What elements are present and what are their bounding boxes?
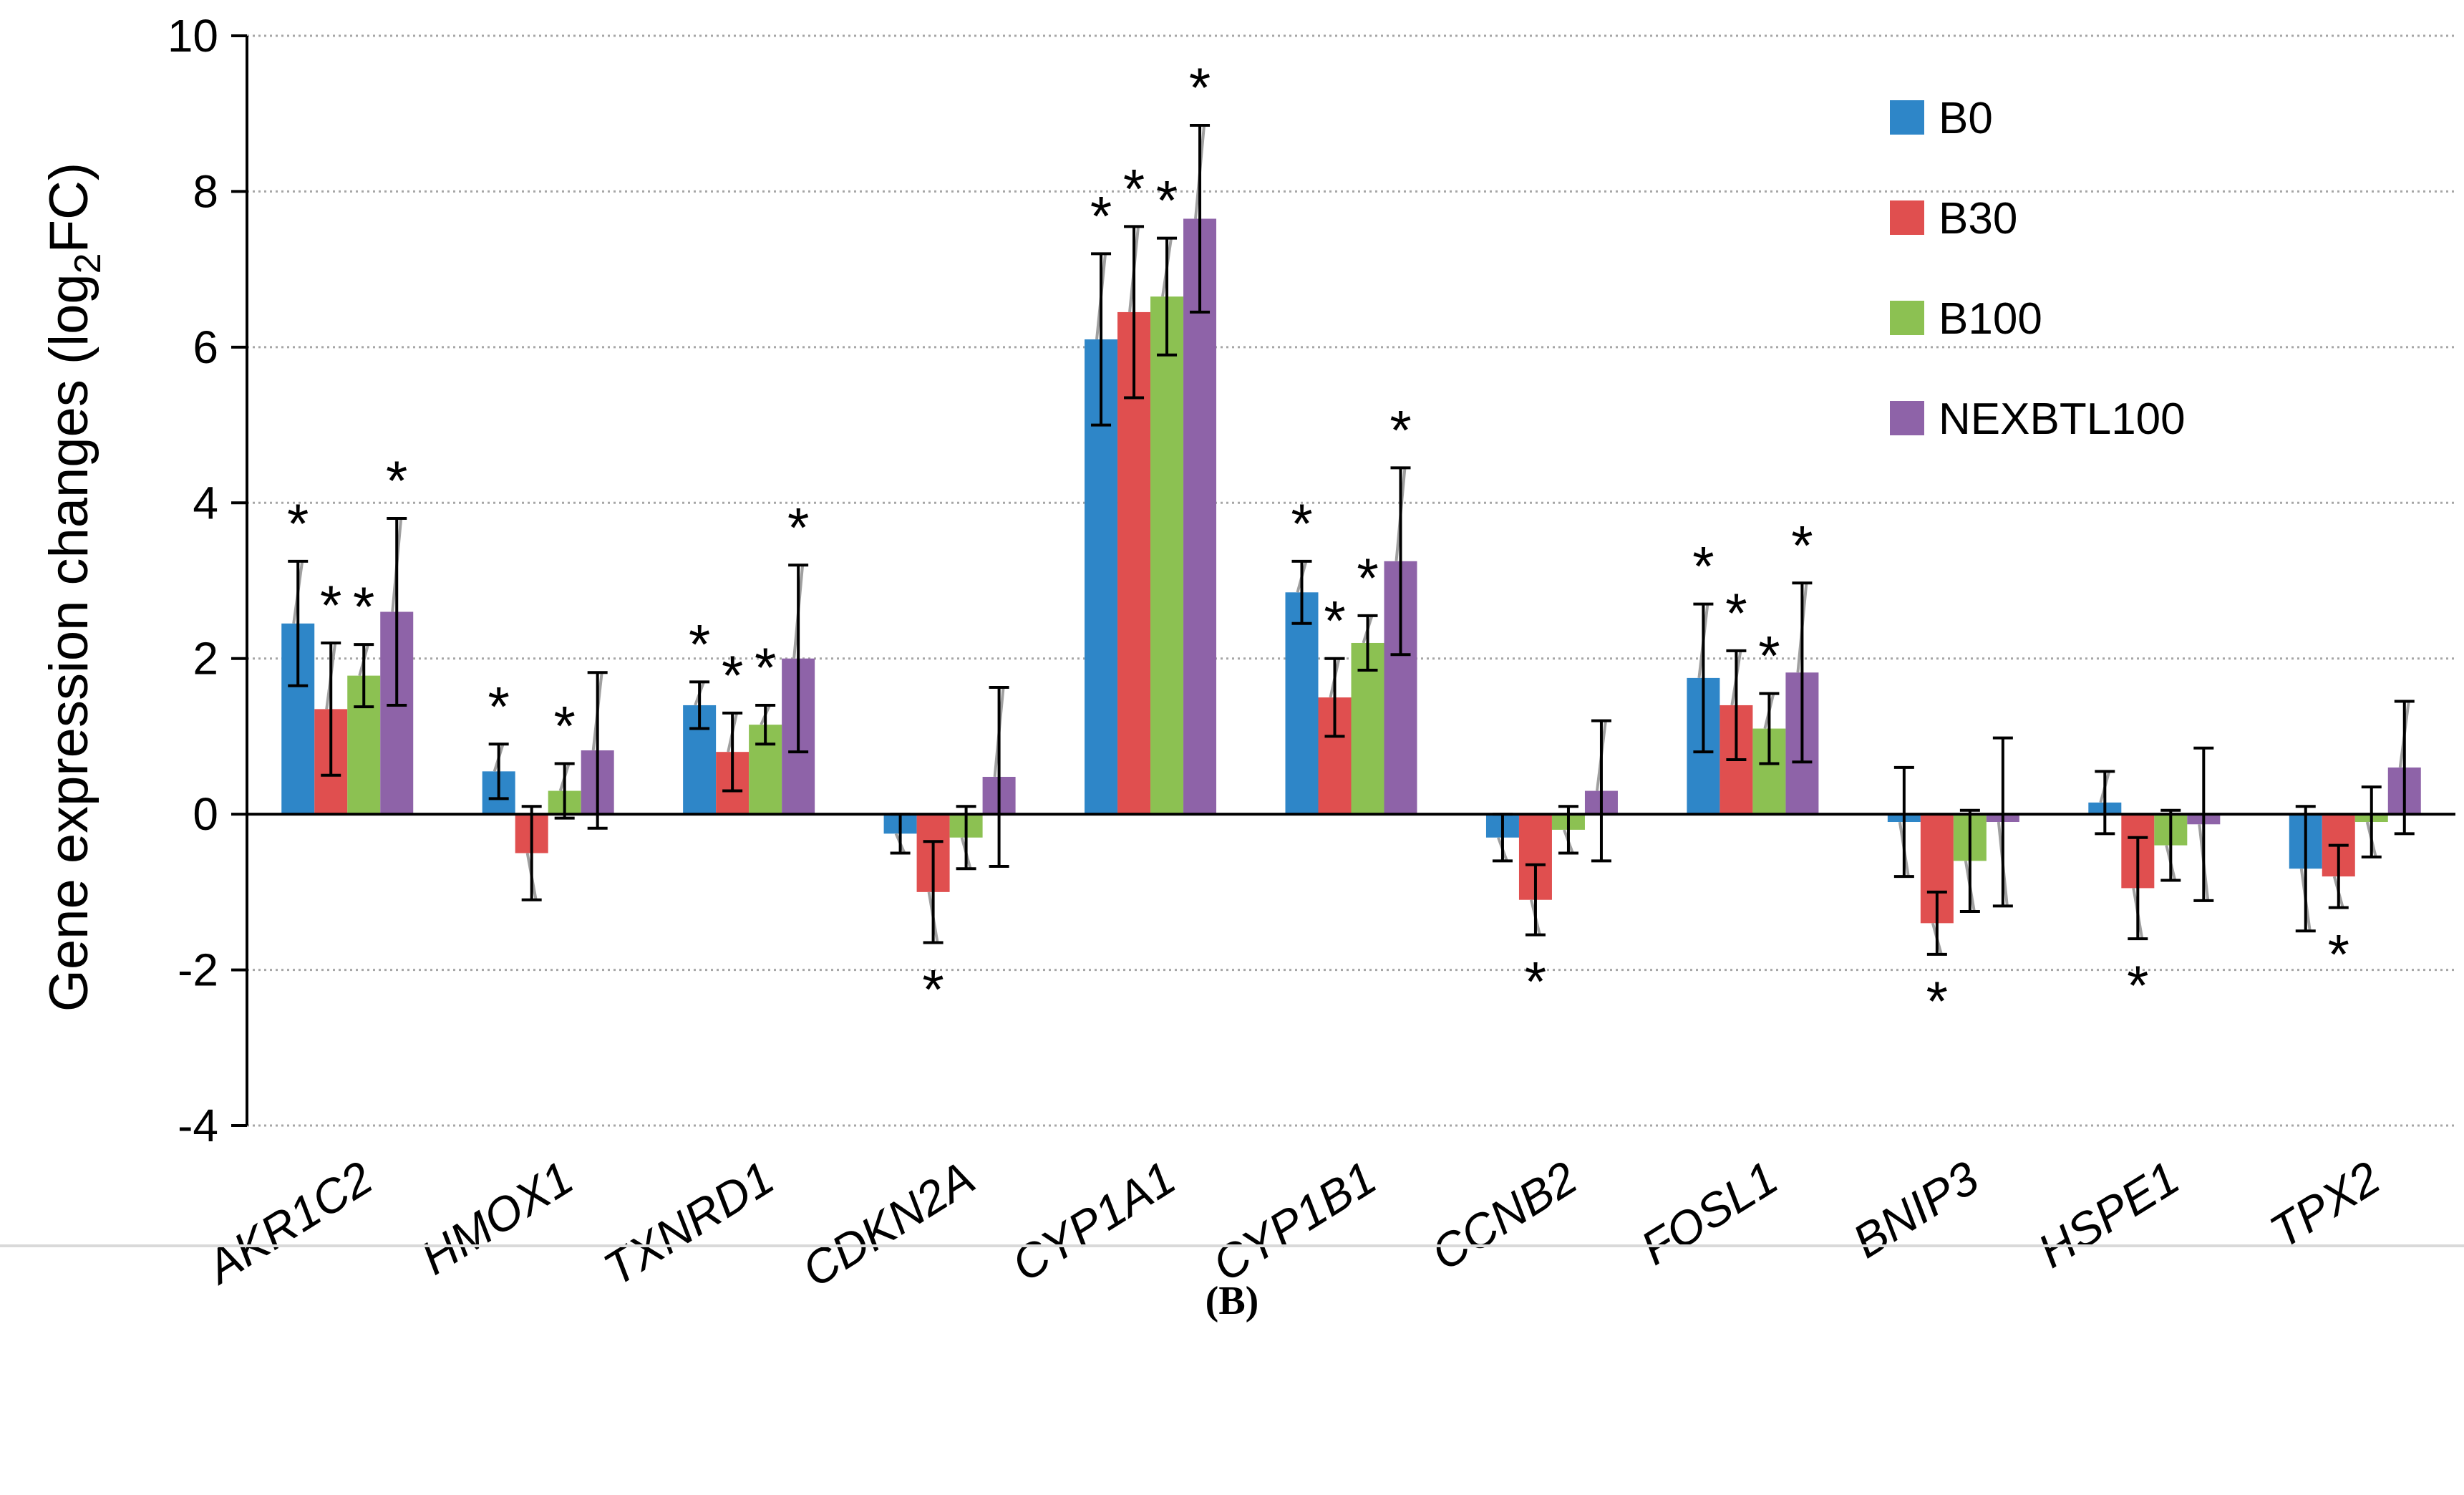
bar-b0-cyp1b1 <box>1285 592 1319 815</box>
x-tick-label-akr1c2: AKR1C2 <box>195 1151 381 1295</box>
legend-label-b0: B0 <box>1939 94 1993 143</box>
significance-star: * <box>1291 492 1312 555</box>
significance-star: * <box>1725 581 1747 644</box>
significance-star: * <box>1692 535 1714 598</box>
legend-swatch-nexbtl100 <box>1890 401 1924 435</box>
bars-layer: ** *** ** * **** * ************ * * <box>281 56 2421 1032</box>
legend-label-nexbtl100: NEXBTL100 <box>1939 395 2186 444</box>
x-tick-label-ccnb2: CCNB2 <box>1422 1151 1586 1280</box>
legend-label-b30: B30 <box>1939 194 2017 243</box>
significance-star: * <box>1123 157 1145 220</box>
significance-star: * <box>1926 969 1948 1032</box>
y-axis-title: Gene expression changes (log2FC) <box>39 163 109 1012</box>
significance-star: * <box>554 694 576 757</box>
x-tick-label-fosl1: FOSL1 <box>1631 1151 1787 1275</box>
significance-star: * <box>1189 56 1211 119</box>
significance-star: * <box>787 495 809 558</box>
significance-star: * <box>1791 513 1813 576</box>
significance-star: * <box>1156 169 1178 232</box>
x-tick-label-cyp1a1: CYP1A1 <box>1003 1151 1185 1292</box>
x-tick-label-tpx2: TPX2 <box>2261 1151 2389 1258</box>
y-axis-title-subscript: 2 <box>67 253 109 274</box>
grid-layer <box>247 34 2455 1127</box>
y-tick-label: 6 <box>193 321 218 373</box>
y-tick-label: 8 <box>193 165 218 217</box>
legend-label-b100: B100 <box>1939 294 2042 344</box>
bar-nexbtl100-cyp1a1 <box>1183 218 1217 815</box>
y-tick-label: -4 <box>178 1100 218 1151</box>
x-tick-label-cdkn2a: CDKN2A <box>793 1151 984 1297</box>
y-tick-label: 0 <box>193 788 218 840</box>
significance-star: * <box>722 644 743 707</box>
legend: B0 B30 B100 NEXBTL100 <box>1890 94 2186 444</box>
panel-label: (B) <box>1205 1279 1259 1323</box>
significance-star: * <box>2127 954 2148 1017</box>
y-tick-label: -2 <box>178 944 218 996</box>
significance-star: * <box>1389 398 1411 461</box>
significance-star: * <box>1324 589 1345 652</box>
significance-star: * <box>755 636 776 699</box>
legend-swatch-b30 <box>1890 200 1924 235</box>
significance-star: * <box>386 449 407 512</box>
significance-star: * <box>287 492 309 555</box>
x-tick-label-hspe1: HSPE1 <box>2029 1151 2188 1277</box>
legend-swatch-b0 <box>1890 100 1924 135</box>
y-tick-label: 10 <box>168 10 218 62</box>
y-axis-title-main: Gene expression changes (log <box>39 274 100 1012</box>
y-axis-title-end: FC) <box>39 163 100 253</box>
significance-star: * <box>689 612 710 675</box>
significance-star: * <box>320 574 341 637</box>
significance-star: * <box>2328 923 2349 986</box>
x-tick-label-txnrd1: TXNRD1 <box>594 1151 782 1296</box>
x-tick-label-cyp1b1: CYP1B1 <box>1203 1151 1385 1292</box>
x-tick-label-bnip3: BNIP3 <box>1843 1151 1987 1268</box>
significance-star: * <box>1357 546 1378 609</box>
y-tick-label: 4 <box>193 477 218 528</box>
significance-star: * <box>1090 184 1112 247</box>
bar-b100-cyp1a1 <box>1150 296 1184 815</box>
significance-star: * <box>1525 950 1546 1013</box>
legend-swatch-b100 <box>1890 301 1924 335</box>
significance-star: * <box>353 575 374 638</box>
significance-star: * <box>488 674 510 737</box>
y-tick-label: 2 <box>193 633 218 684</box>
significance-star: * <box>1758 624 1780 687</box>
significance-star: * <box>922 958 944 1021</box>
x-tick-label-hmox1: HMOX1 <box>412 1151 582 1284</box>
